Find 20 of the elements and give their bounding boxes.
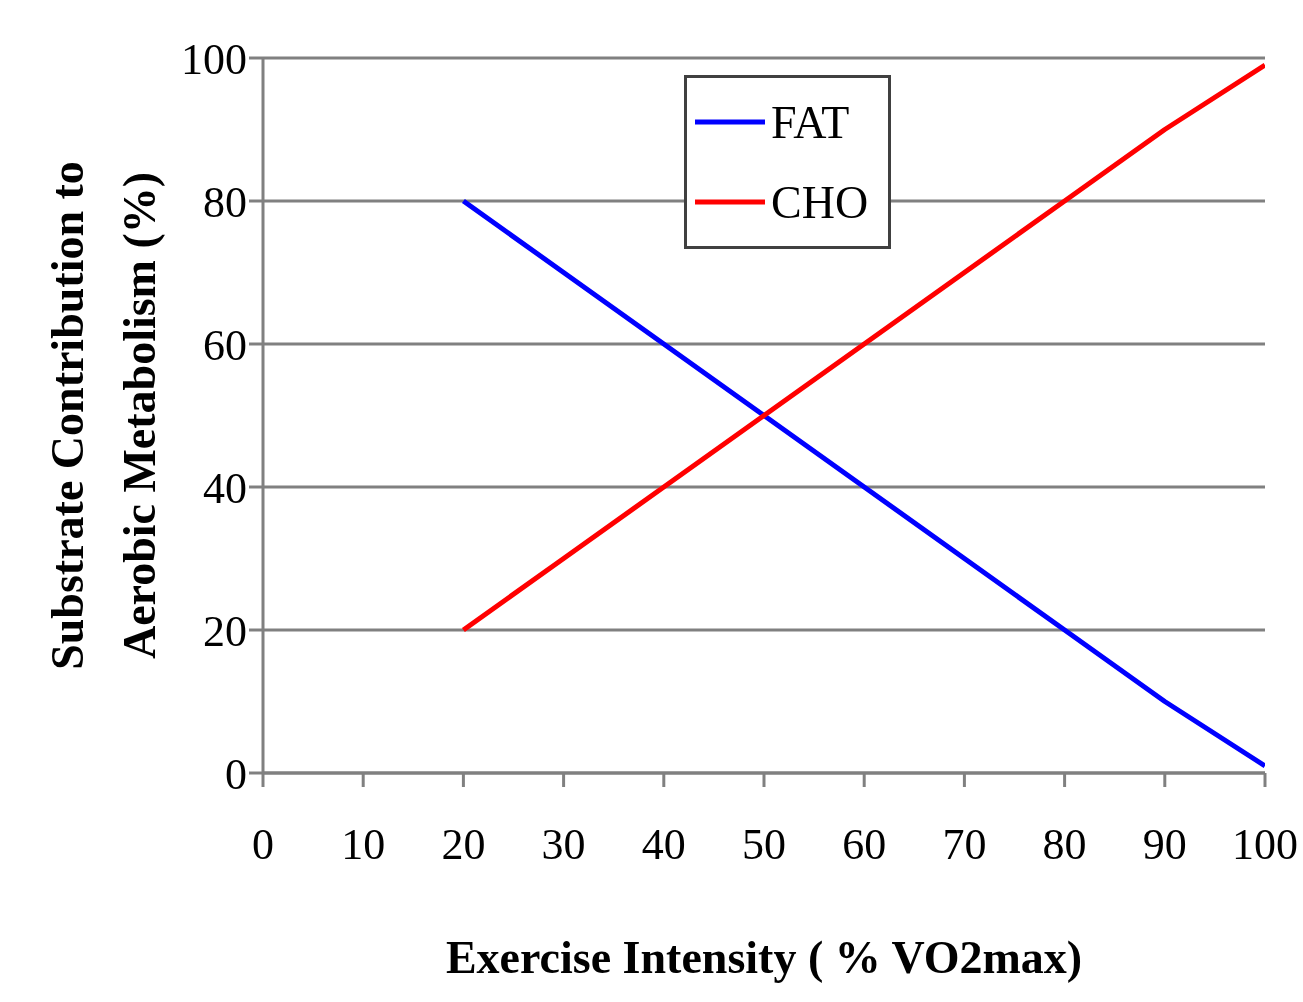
x-tick-label: 100 bbox=[1232, 820, 1298, 869]
x-tick-label: 10 bbox=[341, 820, 386, 869]
y-tick-label: 100 bbox=[181, 34, 247, 84]
x-tick-label: 50 bbox=[742, 820, 786, 869]
y-tick-label: 20 bbox=[203, 606, 247, 656]
x-tick-label: 20 bbox=[441, 820, 486, 869]
y-tick-label: 80 bbox=[203, 177, 247, 227]
x-axis-title: Exercise Intensity ( % VO2max) bbox=[445, 932, 1083, 983]
y-tick-label: 60 bbox=[203, 320, 247, 370]
x-tick-label: 70 bbox=[942, 820, 987, 869]
x-tick-label: 80 bbox=[1042, 820, 1087, 869]
x-tick-label: 30 bbox=[541, 820, 586, 869]
y-tick-label: 40 bbox=[203, 463, 247, 513]
legend-label: FAT bbox=[771, 95, 850, 149]
x-tick-label: 90 bbox=[1142, 820, 1187, 869]
y-axis-title: Substrate Contribution to Aerobic Metabolism (%) bbox=[42, 161, 165, 670]
x-tick-label: 60 bbox=[842, 820, 887, 869]
x-tick-label: 40 bbox=[641, 820, 686, 869]
y-tick-label: 0 bbox=[225, 749, 247, 799]
legend-label: CHO bbox=[771, 175, 869, 229]
